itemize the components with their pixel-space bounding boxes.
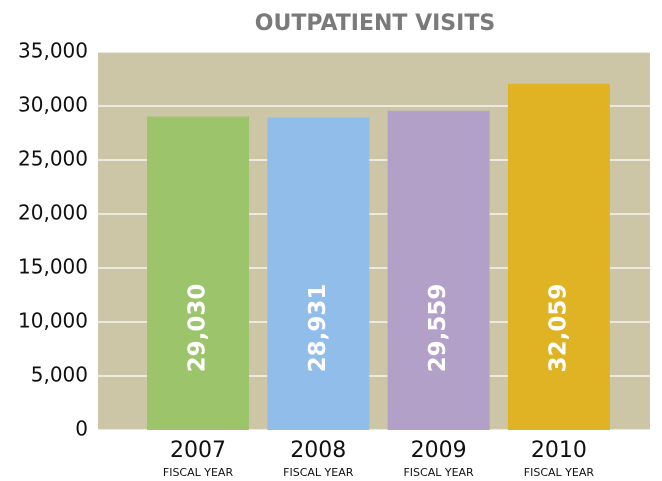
y-tick-label: 35,000 [18, 39, 88, 63]
value-label: 29,559 [425, 284, 451, 373]
value-label: 28,931 [305, 284, 331, 373]
x-tick-sublabel: FISCAL YEAR [283, 466, 354, 479]
bar [267, 117, 370, 430]
x-tick-label: 2009 [411, 438, 467, 463]
y-tick-label: 30,000 [18, 93, 88, 117]
y-tick-label: 10,000 [18, 309, 88, 333]
chart-title: OUTPATIENT VISITS [255, 11, 495, 36]
y-tick-label: 20,000 [18, 201, 88, 225]
x-tick-label: 2007 [170, 438, 226, 463]
value-label: 29,030 [185, 284, 211, 373]
bar [507, 83, 610, 430]
x-tick-sublabel: FISCAL YEAR [524, 466, 595, 479]
x-tick-sublabel: FISCAL YEAR [163, 466, 234, 479]
y-tick-label: 5,000 [31, 363, 88, 387]
y-tick-label: 15,000 [18, 255, 88, 279]
y-tick-label: 0 [75, 417, 88, 441]
x-tick-label: 2010 [531, 438, 587, 463]
bar [147, 116, 249, 430]
value-label: 32,059 [545, 284, 571, 373]
y-tick-label: 25,000 [18, 147, 88, 171]
bar [387, 110, 490, 430]
x-tick-sublabel: FISCAL YEAR [403, 466, 474, 479]
x-tick-label: 2008 [290, 438, 346, 463]
